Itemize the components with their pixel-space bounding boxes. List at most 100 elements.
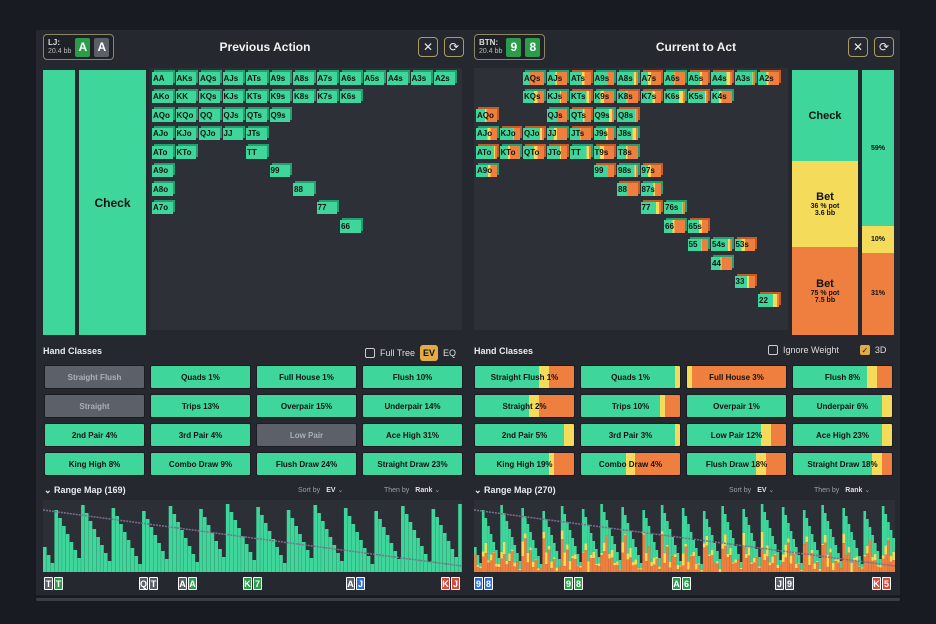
range-grid-cell[interactable]: JJ (222, 127, 243, 140)
range-grid-cell[interactable]: QJo (523, 127, 544, 140)
sort-by-control[interactable]: Sort by EV ⌄ (729, 487, 775, 494)
range-grid-cell[interactable]: A5s (363, 72, 384, 85)
range-grid-cell[interactable]: AKs (175, 72, 196, 85)
range-grid-cell[interactable]: 65s (687, 220, 708, 233)
range-grid-cell[interactable]: TT (246, 146, 267, 159)
range-grid-cell[interactable]: 98s (617, 164, 638, 177)
range-grid-cell[interactable]: A9s (269, 72, 290, 85)
bet-small-action-bar[interactable]: Bet 36 % pot 3.6 bb (792, 161, 858, 247)
range-grid-cell[interactable]: A7s (316, 72, 337, 85)
ignore-weight-checkbox[interactable] (768, 345, 778, 355)
hand-class-button[interactable]: Flush 10% (362, 365, 463, 389)
range-grid-cell[interactable]: AQs (199, 72, 220, 85)
range-grid-cell[interactable]: KK (175, 90, 196, 103)
hand-class-button[interactable]: Low Pair (256, 423, 357, 447)
bet-large-action-bar[interactable]: Bet 75 % pot 7.5 bb (792, 247, 858, 335)
range-grid-cell[interactable]: 66 (664, 220, 685, 233)
range-grid-cell[interactable]: Q9s (269, 109, 290, 122)
range-grid-cell[interactable]: KTo (175, 146, 196, 159)
range-grid-cell[interactable]: 77 (640, 201, 661, 214)
range-grid-cell[interactable]: 76s (664, 201, 685, 214)
hand-class-button[interactable]: Straight 2% (474, 394, 575, 418)
range-grid-cell[interactable]: A4s (387, 72, 408, 85)
range-grid-cell[interactable]: QJs (546, 109, 567, 122)
hand-class-button[interactable]: Underpair 14% (362, 394, 463, 418)
range-grid-cell[interactable]: A8s (293, 72, 314, 85)
range-grid-cell[interactable]: A6s (664, 72, 685, 85)
range-grid-cell[interactable]: KJs (222, 90, 243, 103)
range-grid-cell[interactable]: K7s (316, 90, 337, 103)
refresh-button[interactable]: ⟳ (874, 37, 894, 57)
range-grid-cell[interactable]: 97s (640, 164, 661, 177)
range-grid-cell[interactable]: JTs (246, 127, 267, 140)
hand-class-button[interactable]: Straight Flush 1% (474, 365, 575, 389)
range-grid-cell[interactable]: AJs (546, 72, 567, 85)
range-grid-cell[interactable]: ATo (152, 146, 173, 159)
range-grid-cell[interactable]: QTs (246, 109, 267, 122)
range-grid-cell[interactable]: Q8s (617, 109, 638, 122)
range-grid-cell[interactable]: KQs (199, 90, 220, 103)
range-grid-cell[interactable]: QTs (570, 109, 591, 122)
strategy-bar-thin[interactable] (43, 70, 75, 335)
range-grid-cell[interactable]: AKo (152, 90, 173, 103)
hand-class-button[interactable]: Combo Draw 4% (580, 452, 681, 476)
range-grid-cell[interactable]: AA (152, 72, 173, 85)
range-grid-cell[interactable]: 44 (711, 257, 732, 270)
hand-class-button[interactable]: Flush Draw 24% (256, 452, 357, 476)
range-grid-cell[interactable]: K7s (640, 90, 661, 103)
range-grid-cell[interactable]: K6s (664, 90, 685, 103)
then-by-control[interactable]: Then by Rank ⌄ (814, 487, 871, 494)
range-grid-cell[interactable]: K9s (593, 90, 614, 103)
hand-class-button[interactable]: Trips 13% (150, 394, 251, 418)
hand-class-button[interactable]: Straight Flush (44, 365, 145, 389)
hand-class-button[interactable]: Ace High 31% (362, 423, 463, 447)
hand-class-button[interactable]: 3rd Pair 3% (580, 423, 681, 447)
hand-class-button[interactable]: Straight Draw 18% (792, 452, 893, 476)
range-grid-cell[interactable]: K4s (711, 90, 732, 103)
range-grid-cell[interactable]: ATs (246, 72, 267, 85)
range-grid-cell[interactable]: A7s (640, 72, 661, 85)
range-grid-cell[interactable]: JJ (546, 127, 567, 140)
hand-class-button[interactable]: Low Pair 12% (686, 423, 787, 447)
range-grid-cell[interactable]: T8s (617, 146, 638, 159)
range-map-chart[interactable] (43, 500, 462, 572)
range-grid-cell[interactable]: KQo (175, 109, 196, 122)
hand-class-button[interactable]: Combo Draw 9% (150, 452, 251, 476)
hand-class-button[interactable]: Underpair 6% (792, 394, 893, 418)
hand-class-button[interactable]: Overpair 1% (686, 394, 787, 418)
range-grid-cell[interactable]: AQs (523, 72, 544, 85)
range-grid-cell[interactable]: A3s (734, 72, 755, 85)
range-grid-cell[interactable]: J9s (593, 127, 614, 140)
range-grid-cell[interactable]: AQo (152, 109, 173, 122)
range-grid-cell[interactable]: K9s (269, 90, 290, 103)
eq-toggle[interactable]: EQ (443, 348, 457, 358)
close-button[interactable]: ✕ (418, 37, 438, 57)
hand-class-button[interactable]: Full House 1% (256, 365, 357, 389)
check-action-bar[interactable]: Check (792, 70, 858, 161)
hand-class-button[interactable]: Flush Draw 18% (686, 452, 787, 476)
range-grid-cell[interactable]: QTo (523, 146, 544, 159)
range-grid-cell[interactable]: KJo (175, 127, 196, 140)
range-grid-cell[interactable]: A8s (617, 72, 638, 85)
range-grid-cell[interactable]: ATs (570, 72, 591, 85)
range-grid-cell[interactable]: JTo (546, 146, 567, 159)
range-grid-cell[interactable]: KTo (499, 146, 520, 159)
range-grid-cell[interactable]: 54s (711, 238, 732, 251)
range-grid-cell[interactable]: ATo (476, 146, 497, 159)
range-grid-cell[interactable]: K5s (687, 90, 708, 103)
range-grid-cell[interactable]: QJs (222, 109, 243, 122)
hand-class-button[interactable]: King High 19% (474, 452, 575, 476)
hand-class-button[interactable]: Flush 8% (792, 365, 893, 389)
hand-class-button[interactable]: 2nd Pair 4% (44, 423, 145, 447)
range-grid-cell[interactable]: A7o (152, 201, 173, 214)
range-grid-cell[interactable]: A9o (152, 164, 173, 177)
refresh-button[interactable]: ⟳ (444, 37, 464, 57)
hand-class-button[interactable]: Straight Draw 23% (362, 452, 463, 476)
range-grid-cell[interactable]: A2s (434, 72, 455, 85)
then-by-control[interactable]: Then by Rank ⌄ (384, 487, 441, 494)
